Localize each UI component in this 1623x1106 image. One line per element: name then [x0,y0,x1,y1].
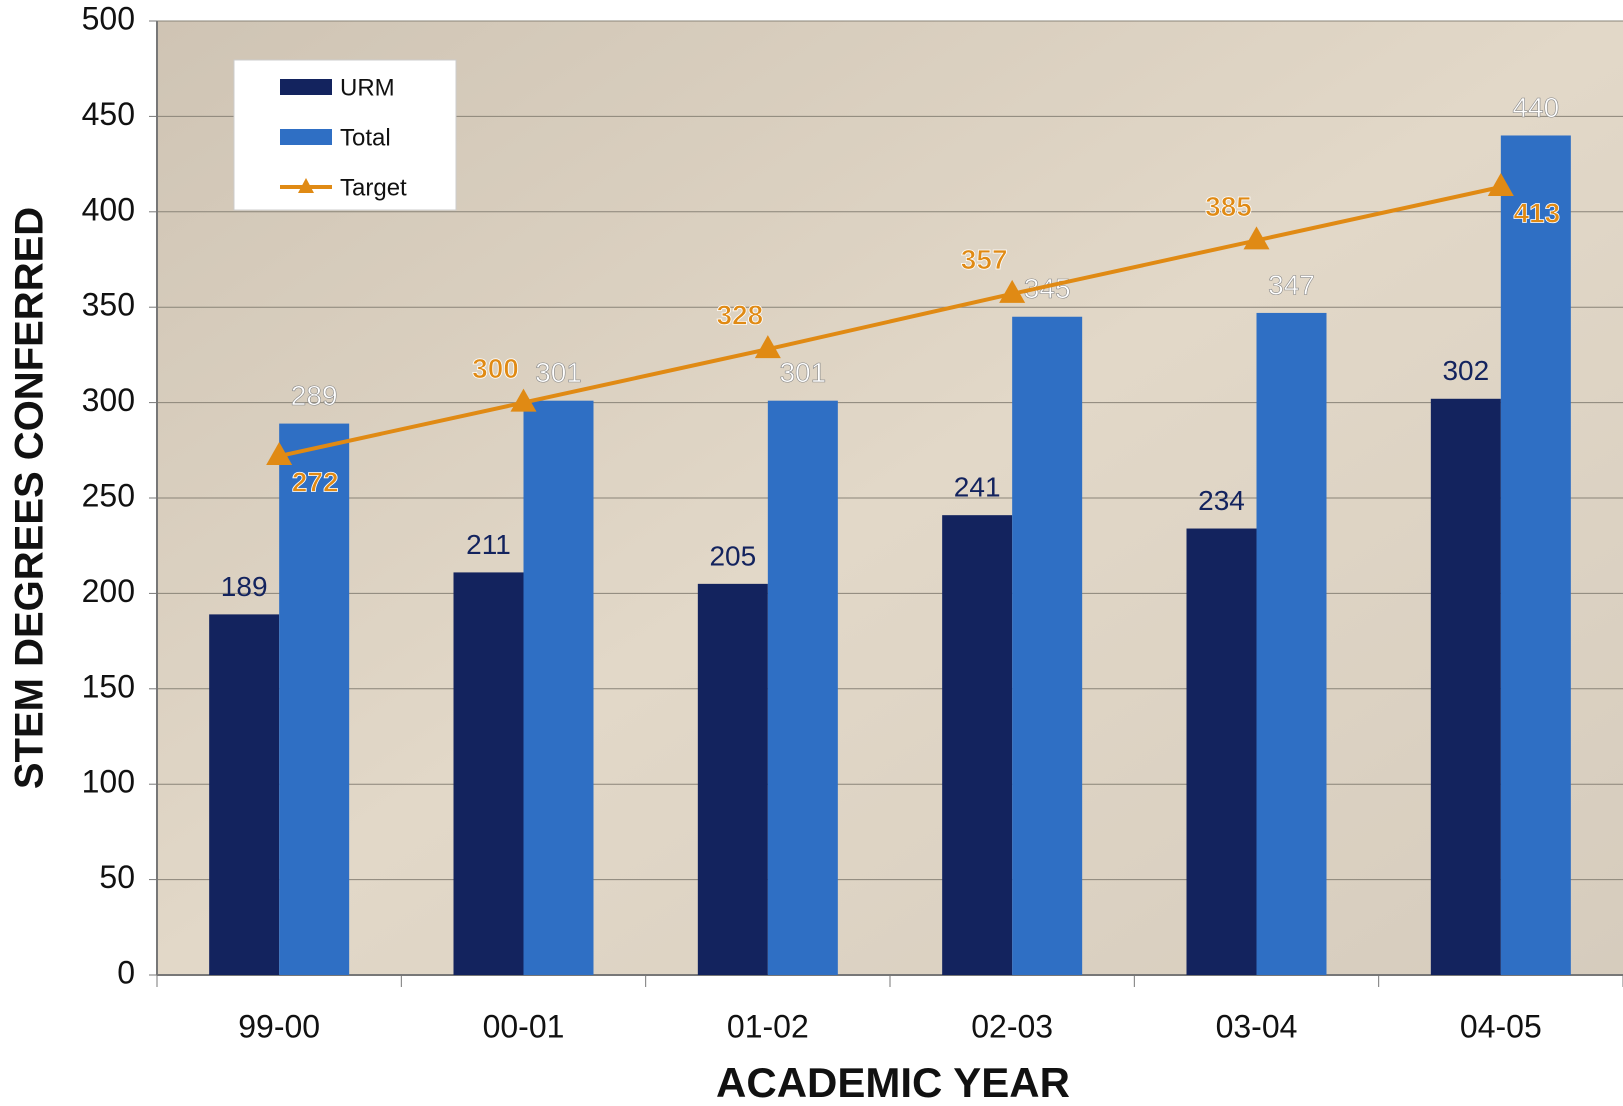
data-label: 205 [709,540,756,571]
data-label: 234 [1198,485,1245,516]
data-label: 189 [221,571,268,602]
x-tick-label: 00-01 [483,1008,565,1044]
data-label: 211 [466,529,511,560]
marker [510,388,537,412]
x-axis-title: ACADEMIC YEAR [716,1059,1070,1106]
y-tick-label: 150 [82,668,135,704]
data-label: 301 [535,357,582,388]
marker [999,279,1026,303]
bar [453,572,524,975]
y-tick-label: 0 [117,954,135,990]
y-tick-label: 450 [82,96,135,132]
legend-label: Total [340,124,391,151]
bar [697,583,768,975]
y-tick-label: 300 [82,382,135,418]
data-label: 302 [1442,355,1489,386]
data-label: 413 [1513,197,1560,228]
y-axis-title: STEM DEGREES CONFERRED [8,207,52,789]
x-tick-label: 02-03 [971,1008,1053,1044]
legend-swatch [280,129,332,145]
bar [1430,398,1501,975]
x-tick-label: 99-00 [238,1008,320,1044]
bar [1500,135,1571,976]
y-tick-label: 400 [82,191,135,227]
legend-label: Target [340,174,407,201]
data-label: 385 [1205,191,1252,222]
bar [279,423,350,975]
data-label: 440 [1512,92,1559,123]
y-tick-label: 50 [99,859,135,895]
marker [1243,226,1270,250]
data-label: 328 [716,300,763,331]
bar [1186,528,1257,975]
legend-swatch [298,178,314,193]
bar [1256,312,1327,975]
y-tick-label: 250 [82,477,135,513]
y-tick-label: 350 [82,287,135,323]
bar [209,614,280,975]
x-tick-label: 01-02 [727,1008,809,1044]
y-tick-label: 100 [82,764,135,800]
data-label: 347 [1268,269,1315,300]
data-label: 272 [292,466,339,497]
bar [767,400,838,975]
x-tick-label: 03-04 [1216,1008,1298,1044]
marker [754,335,781,359]
data-label: 241 [954,472,1001,503]
data-label: 301 [779,357,826,388]
data-label: 289 [291,380,338,411]
bar [1012,316,1083,975]
x-tick-label: 04-05 [1460,1008,1542,1044]
data-label: 300 [472,353,519,384]
bar [523,400,594,975]
y-tick-label: 500 [82,0,135,36]
legend-box [233,59,457,211]
data-label: 357 [961,244,1008,275]
legend-swatch [280,79,332,95]
y-tick-label: 200 [82,573,135,609]
marker [266,442,293,466]
marker [1487,172,1514,196]
line [278,185,1502,458]
legend-label: URM [340,74,395,101]
bar [942,515,1013,975]
